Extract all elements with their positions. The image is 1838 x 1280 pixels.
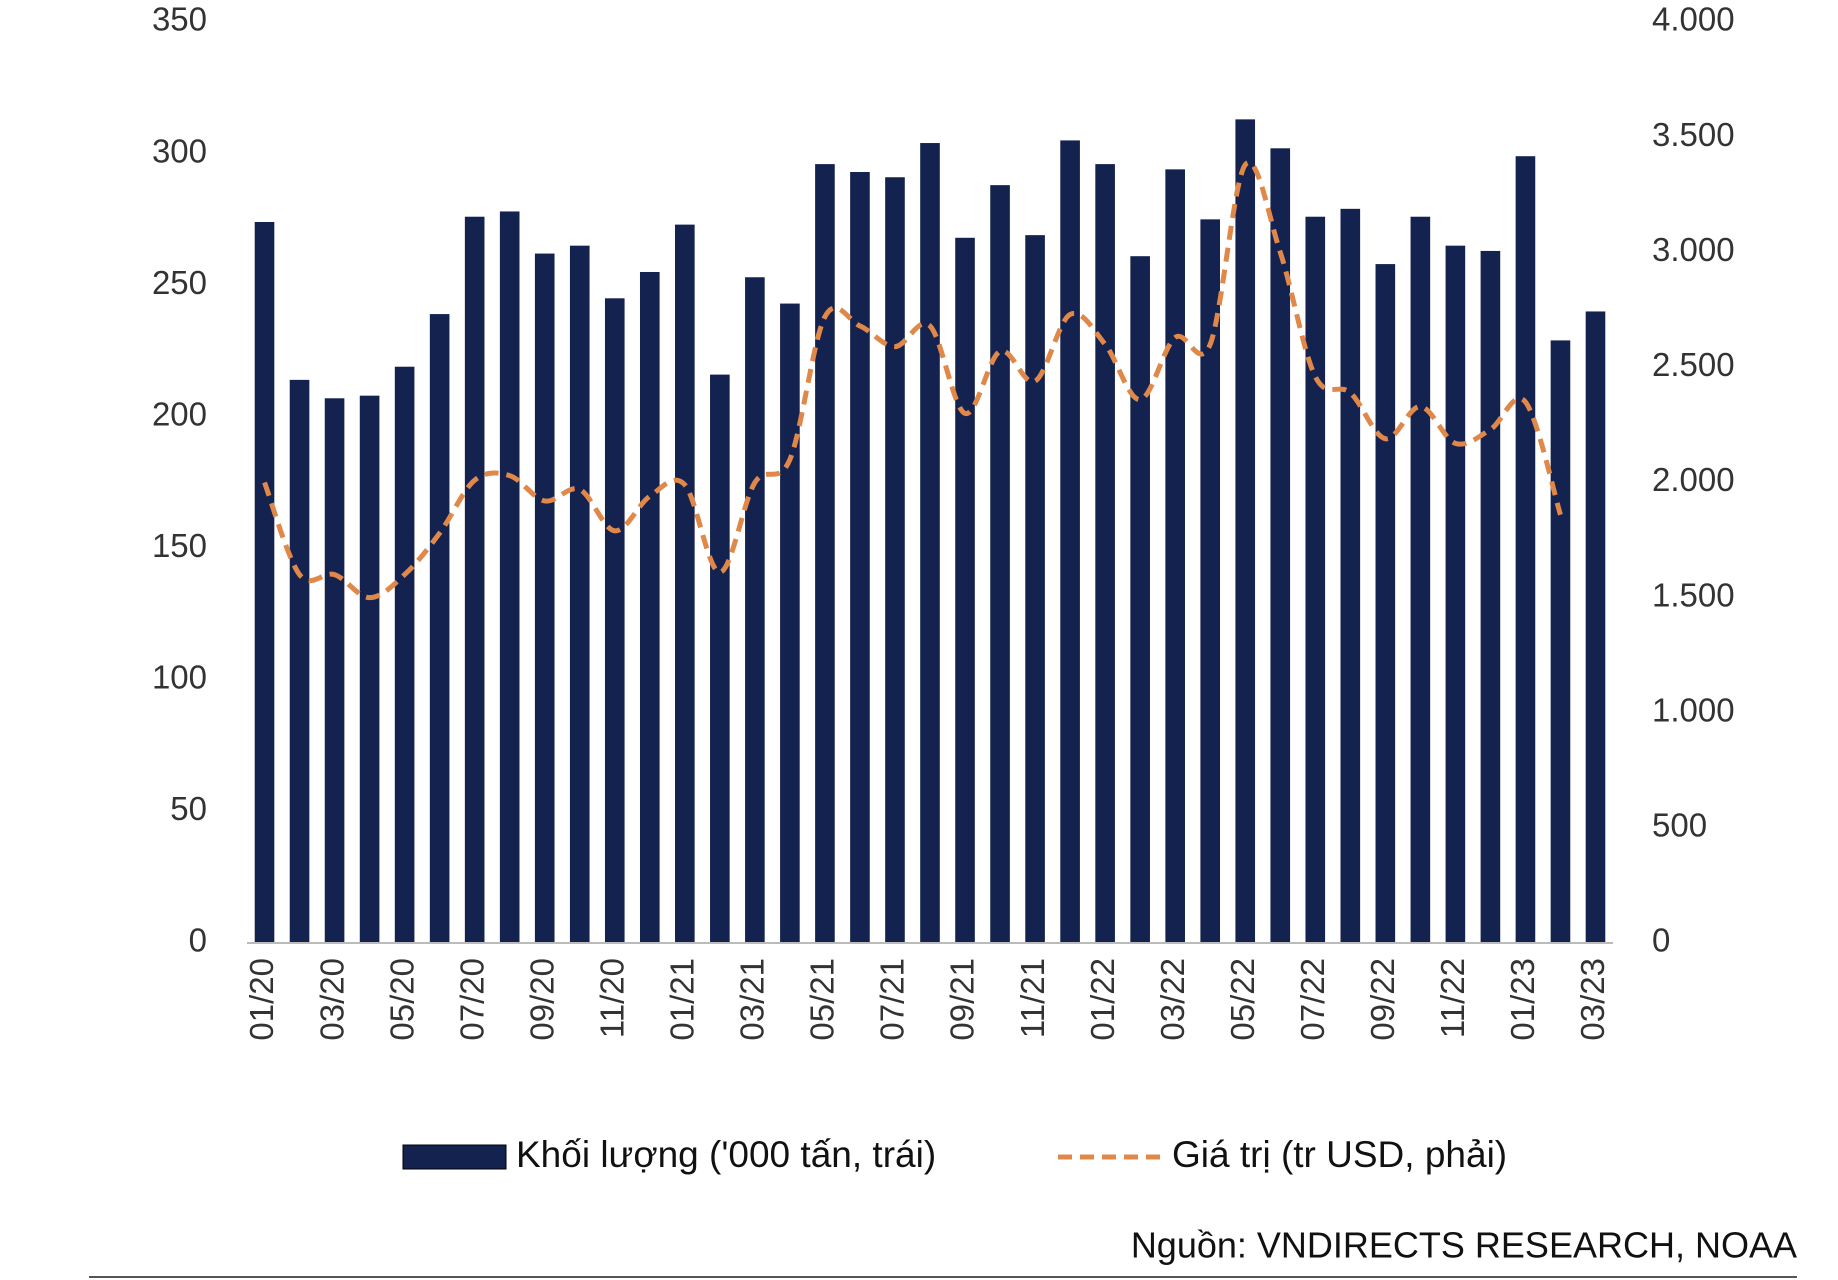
x-tick-label: 11/20 — [593, 958, 630, 1038]
bar — [745, 277, 765, 944]
y-tick-label: 200 — [152, 395, 207, 432]
bar — [394, 366, 415, 943]
bar — [499, 211, 520, 943]
x-tick-label: 07/22 — [1294, 958, 1331, 1041]
legend-label: Giá trị (tr USD, phải) — [1172, 1134, 1507, 1175]
bar — [464, 216, 485, 943]
y-tick-label: 0 — [189, 922, 207, 959]
bar — [254, 221, 275, 943]
x-tick-label: 09/20 — [523, 958, 560, 1041]
bar — [1200, 219, 1221, 943]
bar — [569, 245, 590, 943]
x-tick-label: 07/21 — [874, 958, 911, 1041]
x-tick-label: 05/21 — [804, 958, 841, 1041]
bar — [1305, 216, 1326, 943]
bar — [885, 177, 905, 944]
y-tick-label: 250 — [152, 264, 207, 301]
x-tick-label: 11/21 — [1014, 958, 1051, 1038]
legend-swatch — [402, 1144, 507, 1170]
bar — [1095, 164, 1115, 943]
y2-tick-label: 3.500 — [1652, 116, 1735, 153]
x-tick-label: 03/20 — [313, 958, 350, 1041]
y2-tick-label: 500 — [1652, 807, 1707, 844]
bar — [955, 237, 975, 943]
y-tick-label: 300 — [152, 132, 207, 169]
bar — [324, 398, 345, 943]
y2-tick-label: 0 — [1652, 922, 1670, 959]
bar — [675, 224, 695, 943]
x-tick-label: 09/22 — [1364, 958, 1401, 1041]
x-tick-label: 01/20 — [243, 958, 280, 1041]
x-tick-label: 03/22 — [1154, 958, 1191, 1041]
bar — [1270, 148, 1291, 943]
bar — [920, 143, 940, 943]
bar — [990, 185, 1010, 944]
bar — [639, 271, 660, 943]
y2-tick-label: 2.000 — [1652, 461, 1735, 498]
y2-tick-label: 3.000 — [1652, 231, 1735, 268]
bar — [1375, 264, 1396, 943]
x-tick-label: 09/21 — [944, 958, 981, 1041]
y-tick-label: 150 — [152, 527, 207, 564]
x-tick-label: 01/23 — [1504, 958, 1541, 1041]
bar — [429, 314, 450, 943]
bar — [534, 253, 555, 943]
bar — [815, 164, 835, 943]
x-tick-label: 01/21 — [664, 958, 701, 1041]
x-tick-label: 01/22 — [1084, 958, 1121, 1041]
legend-label: Khối lượng ('000 tấn, trái) — [516, 1134, 936, 1175]
bar — [1130, 256, 1150, 943]
bar — [850, 171, 870, 943]
bar — [1550, 340, 1571, 944]
x-tick-label: 03/21 — [734, 958, 771, 1041]
bar — [1340, 208, 1361, 943]
y2-tick-label: 2.500 — [1652, 346, 1735, 383]
bar — [1515, 156, 1536, 943]
y-tick-label: 50 — [170, 790, 207, 827]
bar — [1025, 235, 1045, 943]
bar — [710, 374, 730, 943]
y2-tick-label: 1.000 — [1652, 691, 1735, 728]
x-tick-label: 03/23 — [1574, 958, 1611, 1041]
line — [262, 160, 1563, 601]
source: Nguồn: VNDIRECTS RESEARCH, NOAA — [1131, 1225, 1797, 1266]
x-tick-label: 05/20 — [383, 958, 420, 1041]
bar — [604, 298, 625, 943]
bar — [1410, 216, 1431, 943]
x-tick-label: 07/20 — [453, 958, 490, 1041]
y2-tick-label: 4.000 — [1652, 1, 1735, 38]
x-tick-label: 05/22 — [1224, 958, 1261, 1041]
y-tick-label: 100 — [152, 659, 207, 696]
bar — [1165, 169, 1185, 944]
bar — [1480, 250, 1501, 944]
x-tick-label: 11/22 — [1434, 958, 1471, 1038]
y2-tick-label: 1.500 — [1652, 576, 1735, 613]
y-tick-label: 350 — [152, 1, 207, 38]
bar — [1060, 140, 1080, 943]
bar — [780, 303, 800, 943]
bar — [289, 379, 310, 944]
bar — [1585, 311, 1606, 943]
bar — [1445, 245, 1466, 943]
bar — [359, 395, 380, 944]
bar — [1235, 119, 1256, 943]
